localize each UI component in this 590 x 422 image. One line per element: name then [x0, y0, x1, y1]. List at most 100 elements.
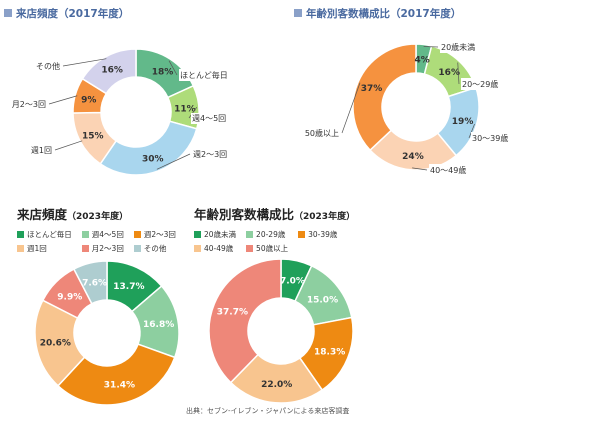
title-marker-icon	[4, 9, 12, 17]
chart4-slice	[229, 353, 324, 404]
chart2-leader-line	[468, 123, 475, 139]
chart3-percent-label: 9.9%	[57, 292, 82, 302]
chart2-leader-line	[457, 62, 460, 85]
legend-swatch-icon	[194, 245, 201, 252]
label-background	[179, 69, 229, 81]
label-background	[303, 127, 340, 139]
chart1-slice	[81, 48, 137, 95]
label-background	[191, 113, 228, 124]
chart3-percent-label: 13.7%	[113, 282, 144, 292]
legend-item: 週1回	[17, 243, 72, 254]
legend-item: 週2〜3回	[133, 229, 176, 240]
chart4-percent-label: 37.7%	[217, 308, 248, 318]
chart2-leader-line	[423, 46, 439, 48]
chart2-percent-label: 16%	[438, 68, 460, 78]
chart1-category-label: 週1回	[31, 146, 52, 155]
chart2-category-label: 50歳以上	[305, 128, 339, 138]
legend-item: 30-39歳	[298, 229, 337, 240]
chart3-legend: ほとんど毎日 週4〜5回 週2〜3回週1回 月2〜3回 その他	[17, 229, 176, 254]
legend-swatch-icon	[81, 231, 89, 238]
chart1-percent-label: 15%	[82, 132, 104, 142]
legend-label: 20歳未満	[204, 230, 237, 239]
chart3-percent-label: 20.6%	[40, 339, 71, 349]
legend-item: その他	[133, 243, 176, 254]
chart1-category-label: 週4〜5回	[192, 114, 226, 123]
chart1-slice	[99, 120, 198, 176]
chart1-leader-line	[54, 140, 83, 151]
chart1-leader-line	[62, 58, 107, 67]
legend-label: 30-39歳	[308, 230, 338, 239]
chart1-percent-label: 11%	[174, 105, 196, 115]
legend-swatch-icon	[17, 245, 24, 252]
chart2-leader-line	[412, 167, 428, 171]
chart1-percent-label: 16%	[101, 66, 123, 76]
chart1-percent-label: 30%	[142, 155, 164, 165]
chart1-category-label: 週2〜3回	[193, 150, 227, 159]
chart4-percent-label: 15.0%	[307, 295, 338, 305]
chart1-title: 来店頻度（2017年度）	[4, 6, 129, 21]
chart3-percent-label: 31.4%	[104, 381, 135, 391]
label-background	[440, 41, 477, 53]
chart1-category-label: 月2〜3回	[12, 100, 46, 109]
legend-label: 週4〜5回	[91, 230, 124, 239]
chart4-percent-label: 22.0%	[261, 380, 292, 390]
source-note: 出典：セブン-イレブン・ジャパンによる来店客調査	[186, 407, 350, 415]
legend-item: 月2〜3回	[81, 243, 124, 254]
chart2-slice	[352, 43, 417, 152]
title-marker-icon	[294, 9, 302, 17]
legend-swatch-icon	[81, 245, 89, 252]
chart3-percent-label: 7.6%	[82, 278, 107, 288]
label-background	[35, 60, 61, 72]
legend-swatch-icon	[246, 245, 254, 252]
legend-item: ほとんど毎日	[17, 229, 72, 240]
legend-item: 40-49歳	[194, 243, 236, 254]
chart2-leader-line	[341, 82, 361, 134]
chart1-percent-label: 18%	[152, 67, 174, 77]
label-background	[29, 145, 53, 156]
chart3-percent-label: 16.8%	[143, 320, 174, 330]
legend-label: その他	[143, 244, 167, 253]
legend-item: 週4〜5回	[81, 229, 124, 240]
chart4-title: 年齢別客数構成比（2023年度）	[194, 207, 356, 222]
legend-swatch-icon	[133, 245, 141, 252]
legend-item: 20-29歳	[246, 229, 288, 240]
legend-swatch-icon	[133, 231, 141, 238]
legend-label: 40-49歳	[204, 244, 234, 253]
chart4-percent-label: 7.0%	[280, 276, 305, 286]
legend-label: ほとんど毎日	[27, 230, 72, 239]
legend-label: 20-29歳	[256, 230, 286, 239]
legend-swatch-icon	[17, 231, 24, 238]
legend-label: 週2〜3回	[143, 230, 176, 239]
label-background	[471, 132, 510, 144]
chart1-leader-line	[48, 95, 78, 105]
legend-label: 月2〜3回	[91, 244, 124, 253]
legend-item: 50歳以上	[246, 243, 288, 254]
label-background	[429, 164, 468, 176]
legend-swatch-icon	[246, 231, 254, 238]
chart4-percent-label: 18.3%	[314, 347, 345, 357]
chart4-legend: 20歳未満 20-29歳 30-39歳 40-49歳 50歳以上	[194, 229, 337, 254]
chart1-leader-line	[156, 153, 191, 170]
legend-swatch-icon	[194, 231, 201, 238]
chart4-slice	[208, 258, 282, 384]
chart2-percent-label: 19%	[452, 117, 474, 127]
chart1-category-label: その他	[36, 61, 60, 71]
chart2-percent-label: 24%	[402, 152, 424, 162]
chart1-leader-line	[188, 106, 198, 119]
chart2-percent-label: 4%	[414, 55, 429, 65]
chart1-leader-line	[168, 60, 178, 76]
legend-label: 週1回	[27, 244, 47, 253]
legend-label: 50歳以上	[256, 244, 289, 253]
chart1-category-label: ほとんど毎日	[180, 70, 228, 80]
chart3-title: 来店頻度（2023年度）	[17, 207, 129, 222]
label-background	[192, 149, 229, 160]
label-background	[461, 78, 500, 90]
chart2-title: 年齢別客数構成比（2017年度）	[294, 6, 461, 21]
chart3-slice	[34, 299, 86, 387]
chart2-category-label: 30〜39歳	[472, 133, 508, 143]
legend-item: 20歳未満	[194, 229, 236, 240]
legend-swatch-icon	[298, 231, 306, 238]
chart2-category-label: 20〜29歳	[462, 79, 498, 89]
chart1-percent-label: 9%	[81, 95, 96, 105]
